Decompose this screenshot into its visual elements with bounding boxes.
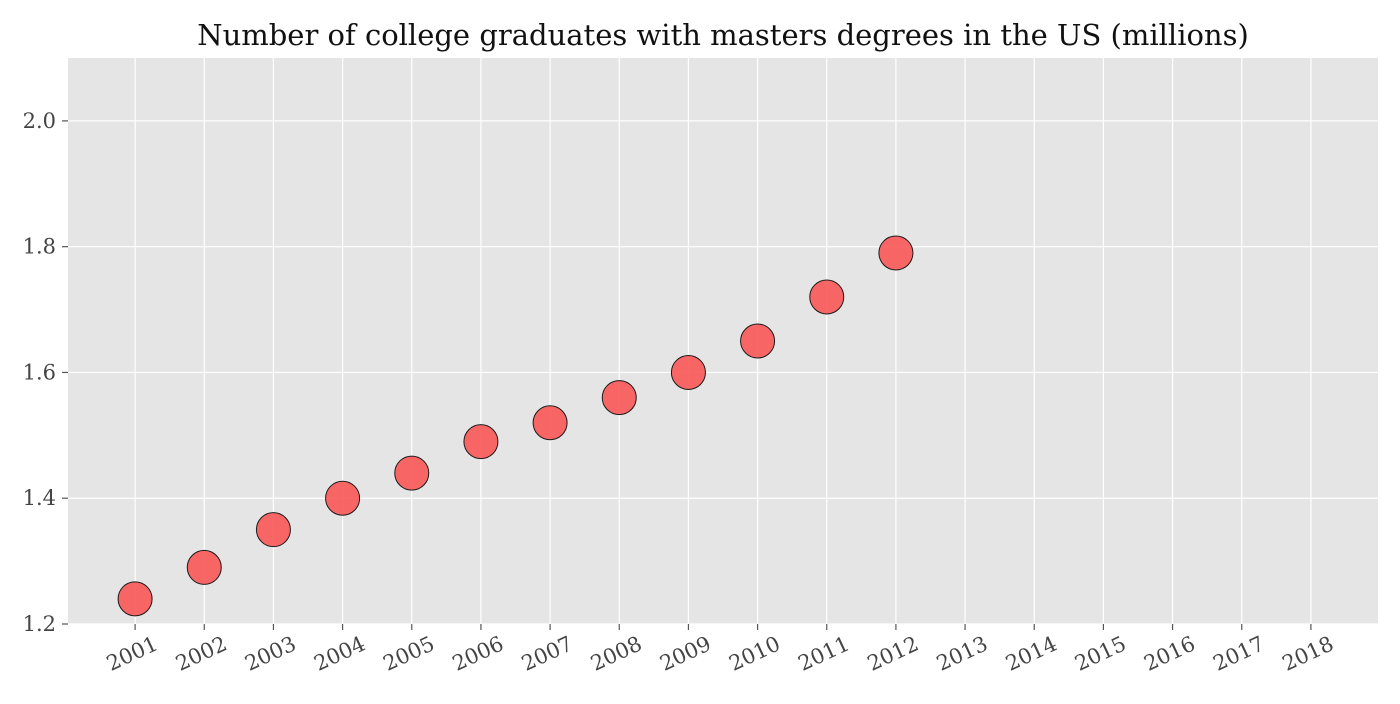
- x-tick-label: 2006: [449, 631, 508, 675]
- x-tick-label: 2014: [1002, 631, 1061, 675]
- data-point: [255, 512, 291, 548]
- y-tick-label: 1.6: [23, 360, 56, 384]
- data-point: [878, 235, 914, 271]
- x-tick-label: 2001: [103, 631, 162, 675]
- x-tick-label: 2005: [380, 631, 439, 675]
- x-tick-label: 2004: [310, 631, 369, 675]
- data-point: [670, 354, 706, 390]
- y-tick-label: 1.4: [23, 486, 56, 510]
- y-tick-label: 1.2: [23, 612, 56, 636]
- data-point: [394, 455, 430, 491]
- x-tick-label: 2015: [1071, 631, 1130, 675]
- x-tick-label: 2018: [1279, 631, 1338, 675]
- x-tick-label: 2008: [587, 631, 646, 675]
- x-tick-label: 2013: [933, 631, 992, 675]
- data-point: [186, 549, 222, 585]
- chart-title: Number of college graduates with masters…: [197, 18, 1249, 52]
- data-point: [809, 279, 845, 315]
- data-point: [740, 323, 776, 359]
- data-point: [463, 424, 499, 460]
- y-tick-label: 1.8: [23, 235, 56, 259]
- data-point: [601, 380, 637, 416]
- x-tick-label: 2007: [518, 631, 577, 675]
- x-tick-label: 2016: [1140, 631, 1199, 675]
- x-tick-label: 2012: [864, 631, 923, 675]
- data-point: [532, 405, 568, 441]
- x-tick-label: 2003: [241, 631, 300, 675]
- data-point: [325, 480, 361, 516]
- x-tick-label: 2017: [1209, 631, 1268, 675]
- y-tick-label: 2.0: [23, 109, 56, 133]
- x-tick-label: 2002: [172, 631, 231, 675]
- x-tick-label: 2009: [656, 631, 715, 675]
- data-points: [117, 235, 914, 617]
- x-tick-label: 2010: [725, 631, 784, 675]
- x-tick-label: 2011: [794, 631, 853, 675]
- data-point: [117, 581, 153, 617]
